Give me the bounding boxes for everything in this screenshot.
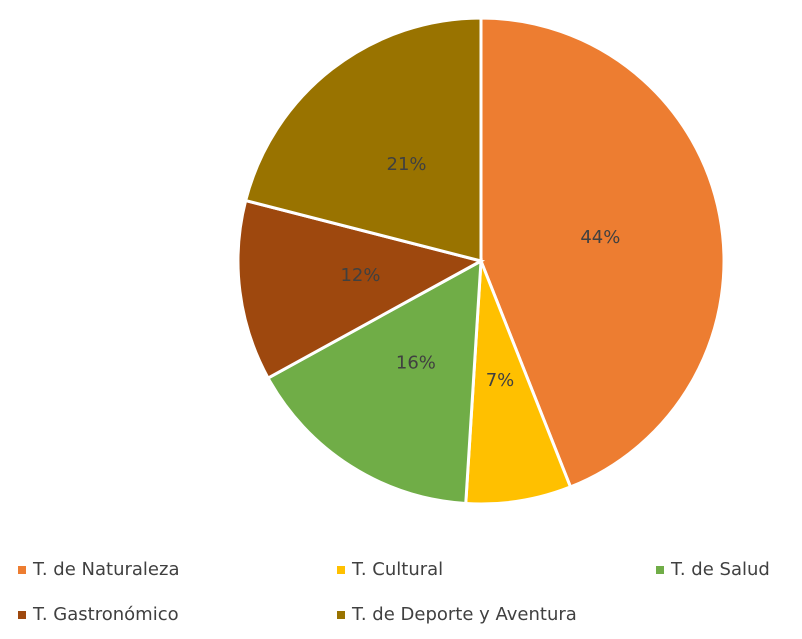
legend-marker bbox=[337, 611, 345, 619]
legend-marker bbox=[18, 611, 26, 619]
pie-slice bbox=[236, 198, 486, 381]
legend-marker bbox=[337, 566, 345, 574]
legend-marker bbox=[18, 566, 26, 574]
data-label: 7% bbox=[486, 370, 515, 391]
data-label: 12% bbox=[340, 265, 380, 286]
legend-label: T. Cultural bbox=[351, 559, 443, 580]
legend-label: T. de Salud bbox=[670, 559, 770, 580]
pie-slice bbox=[464, 260, 573, 506]
legend-label: T. de Naturaleza bbox=[32, 559, 179, 580]
pie-slice bbox=[243, 16, 483, 263]
data-label: 44% bbox=[580, 227, 620, 248]
legend-label: T. de Deporte y Aventura bbox=[351, 604, 577, 625]
legend-marker bbox=[656, 566, 664, 574]
data-label: 21% bbox=[387, 154, 427, 175]
data-label: 16% bbox=[396, 353, 436, 374]
legend-label: T. Gastronómico bbox=[32, 604, 179, 625]
pie-slice bbox=[479, 16, 726, 489]
pie-slice bbox=[266, 258, 483, 506]
